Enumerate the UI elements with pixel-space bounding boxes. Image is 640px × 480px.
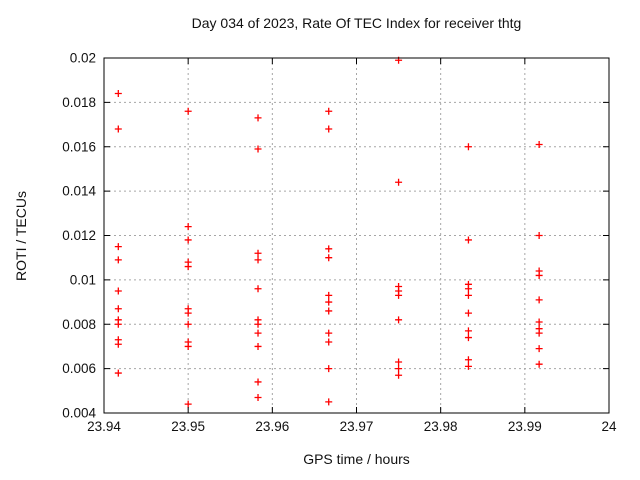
data-point [254, 145, 262, 153]
data-point [254, 393, 262, 401]
y-tick-label: 0.006 [62, 361, 96, 376]
data-point [325, 307, 333, 315]
x-tick-label: 24 [601, 419, 617, 434]
y-tick-label: 0.01 [70, 272, 96, 287]
data-point [535, 329, 543, 337]
data-point [535, 345, 543, 353]
data-point [184, 223, 192, 231]
data-point [254, 320, 262, 328]
x-tick-label: 23.99 [508, 419, 542, 434]
data-point [535, 318, 543, 326]
data-point [464, 309, 472, 317]
data-point [325, 125, 333, 133]
y-tick-label: 0.012 [62, 228, 96, 243]
data-point [184, 107, 192, 115]
data-point [114, 125, 122, 133]
data-point [114, 369, 122, 377]
data-point [254, 329, 262, 337]
x-tick-label: 23.94 [87, 419, 121, 434]
data-point [325, 329, 333, 337]
data-point [254, 342, 262, 350]
data-point [464, 143, 472, 151]
data-point [114, 340, 122, 348]
data-point [325, 365, 333, 373]
data-point [184, 400, 192, 408]
data-point [114, 256, 122, 264]
data-point [325, 298, 333, 306]
data-point [395, 316, 403, 324]
data-point [325, 245, 333, 253]
data-point [114, 243, 122, 251]
data-point [395, 291, 403, 299]
data-point [395, 178, 403, 186]
x-axis-label: GPS time / hours [303, 451, 410, 467]
data-point [464, 362, 472, 370]
data-point [184, 263, 192, 271]
data-point [254, 249, 262, 257]
data-point [395, 365, 403, 373]
data-point [464, 236, 472, 244]
data-point [114, 320, 122, 328]
x-tick-label: 23.98 [424, 419, 458, 434]
data-point [184, 342, 192, 350]
x-tick-label: 23.95 [171, 419, 205, 434]
data-point [184, 236, 192, 244]
data-point [325, 107, 333, 115]
y-tick-label: 0.018 [62, 95, 96, 110]
data-point [114, 90, 122, 97]
data-point [325, 291, 333, 299]
data-point [535, 360, 543, 368]
data-point [464, 327, 472, 335]
data-point [254, 256, 262, 264]
data-point [464, 285, 472, 293]
x-tick-label: 23.97 [340, 419, 374, 434]
data-point [184, 309, 192, 317]
data-point [114, 287, 122, 295]
data-point [464, 356, 472, 364]
x-tick-label: 23.96 [255, 419, 289, 434]
data-point [184, 320, 192, 328]
data-point [325, 398, 333, 406]
data-point [114, 305, 122, 313]
y-tick-label: 0.014 [62, 184, 96, 199]
y-tick-label: 0.008 [62, 317, 96, 332]
data-point [535, 141, 543, 149]
chart-title: Day 034 of 2023, Rate Of TEC Index for r… [191, 15, 522, 31]
data-point [254, 114, 262, 122]
data-point [535, 271, 543, 279]
data-point [325, 254, 333, 262]
y-tick-label: 0.016 [62, 139, 96, 154]
data-point [535, 232, 543, 239]
data-point [395, 371, 403, 379]
data-point [395, 358, 403, 366]
data-point [464, 291, 472, 299]
data-point [325, 338, 333, 346]
y-tick-label: 0.02 [70, 51, 96, 66]
data-point [535, 296, 543, 304]
data-point [254, 285, 262, 293]
data-point [464, 334, 472, 342]
data-point [254, 378, 262, 386]
y-tick-label: 0.004 [62, 406, 96, 421]
